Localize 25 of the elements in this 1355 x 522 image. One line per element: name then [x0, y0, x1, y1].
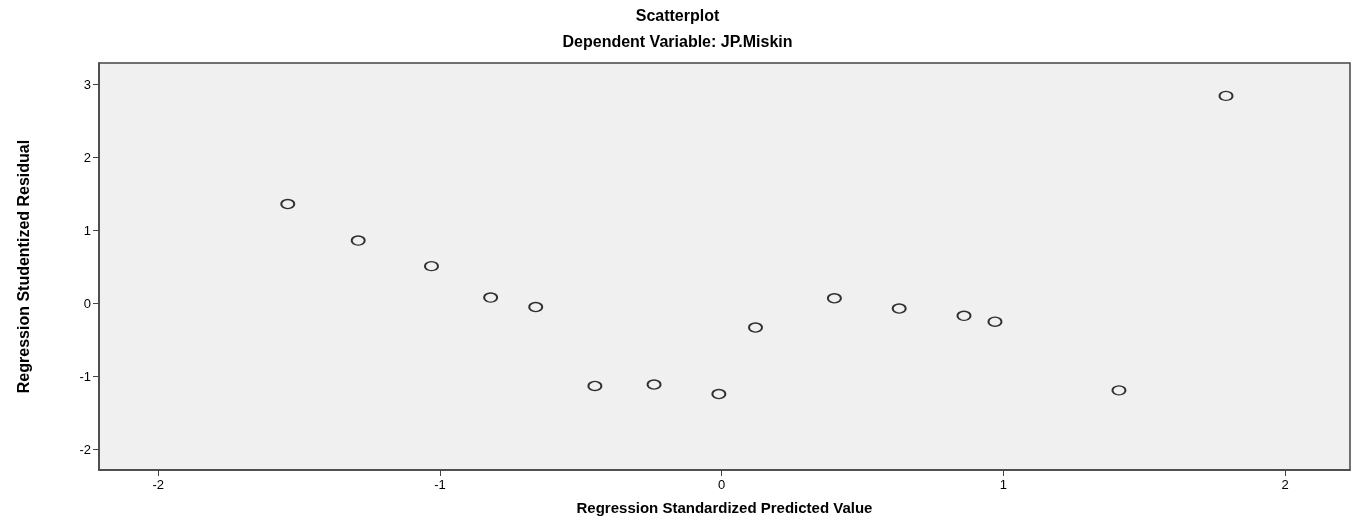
y-tick-label: 0 [83, 295, 91, 311]
point [483, 292, 498, 303]
point [424, 260, 439, 272]
point [528, 301, 544, 313]
point [748, 322, 763, 333]
y-tick-label: 1 [83, 222, 91, 238]
y-axis-title: Regression Studentized Residual [14, 139, 32, 394]
x-tick-label: -2 [152, 477, 164, 492]
point [827, 292, 842, 304]
y-tick-label: -1 [79, 368, 91, 384]
y-tick-label: -2 [79, 442, 91, 458]
point [1218, 90, 1234, 102]
point [280, 198, 296, 210]
x-tick-label: 2 [1281, 477, 1289, 492]
x-tick-label: 0 [718, 477, 726, 492]
point [956, 310, 972, 322]
point [587, 380, 603, 392]
x-tick-label: -1 [434, 477, 446, 492]
y-tick-label: 2 [83, 149, 91, 165]
chart-title: Scatterplot [635, 6, 720, 24]
point [711, 388, 727, 400]
y-tick-label: 3 [83, 76, 91, 92]
chart-subtitle: Dependent Variable: JP.Miskin [562, 32, 793, 50]
x-axis-title: Regression Standardized Predicted Value [576, 499, 873, 516]
x-tick-label: 1 [999, 477, 1008, 492]
